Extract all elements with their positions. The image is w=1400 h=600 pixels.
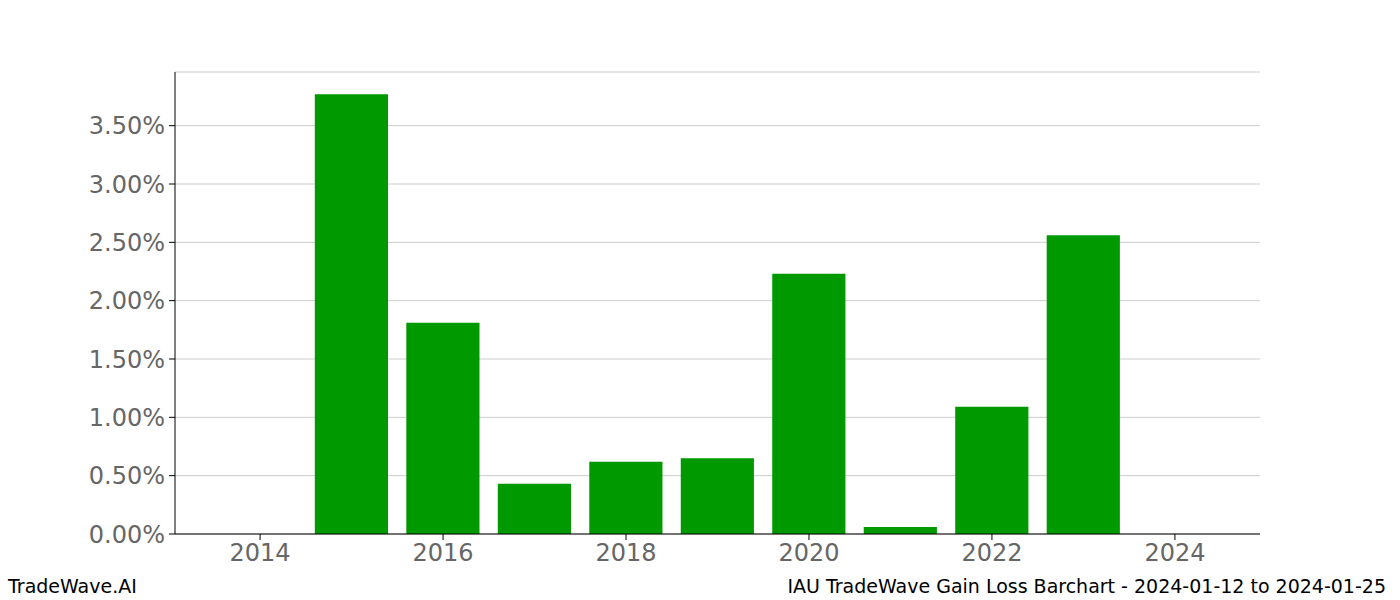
svg-text:2020: 2020 xyxy=(778,539,839,567)
svg-text:2014: 2014 xyxy=(230,539,291,567)
svg-text:0.00%: 0.00% xyxy=(89,521,165,549)
svg-text:2018: 2018 xyxy=(595,539,656,567)
svg-text:2016: 2016 xyxy=(413,539,474,567)
svg-text:3.00%: 3.00% xyxy=(89,171,165,199)
html-text:TradeWave.AI: TradeWave.AI xyxy=(8,575,137,597)
svg-text:2.50%: 2.50% xyxy=(89,229,165,257)
svg-text:2.00%: 2.00% xyxy=(89,287,165,315)
svg-text:3.50%: 3.50% xyxy=(89,112,165,140)
svg-text:1.00%: 1.00% xyxy=(89,404,165,432)
svg-text:1.50%: 1.50% xyxy=(89,346,165,374)
html-text:IAU TradeWave Gain Loss Barcha: IAU TradeWave Gain Loss Barchart - 2024-… xyxy=(787,575,1386,597)
svg-text:2024: 2024 xyxy=(1144,539,1205,567)
svg-text:0.50%: 0.50% xyxy=(89,462,165,490)
svg-text:2022: 2022 xyxy=(961,539,1022,567)
